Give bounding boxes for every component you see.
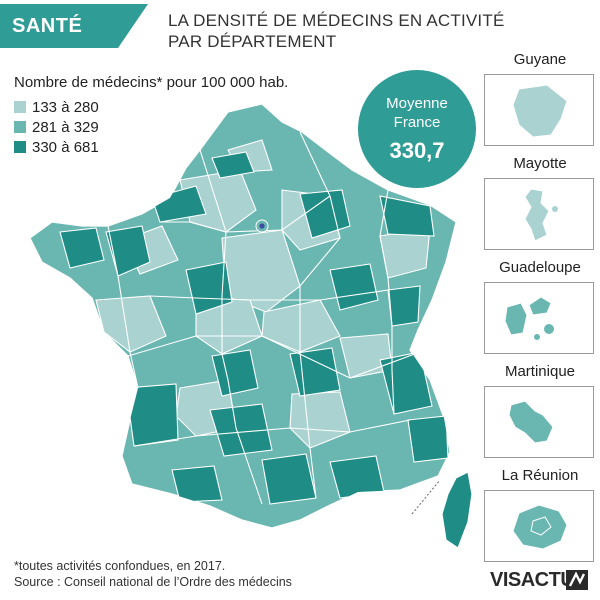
logo-mark-icon [566, 570, 588, 590]
overseas-guadeloupe: Guadeloupe [482, 258, 598, 354]
france-map [29, 103, 473, 549]
reunion-shape [512, 504, 568, 550]
department-zone [59, 227, 105, 269]
category-tag-notch [118, 4, 148, 48]
overseas-frame [484, 178, 594, 250]
department-zone [289, 347, 341, 397]
department-zone [387, 285, 421, 327]
footnote-line-1: *toutes activités confondues, en 2017. [14, 559, 226, 573]
title-line-2: PAR DÉPARTEMENT [168, 32, 337, 51]
legend-swatch-mid [14, 121, 26, 133]
legend-item-low: 133 à 280 [14, 97, 288, 117]
legend-item-mid: 281 à 329 [14, 117, 288, 137]
average-value: 330,7 [389, 138, 445, 163]
legend-swatch-low [14, 101, 26, 113]
overseas-name: Guyane [513, 51, 567, 68]
overseas-reunion: La Réunion [482, 466, 598, 562]
legend-title: Nombre de médecins* pour 100 000 hab. [14, 74, 289, 91]
average-label: Moyenne France [386, 95, 448, 131]
department-zone [209, 403, 273, 457]
logo-wordmark: VISACTU [490, 569, 575, 591]
category-tag: SANTÉ [0, 4, 118, 48]
overseas-frame [484, 282, 594, 354]
overseas-name: Mayotte [513, 155, 567, 172]
department-zone [125, 383, 179, 447]
guadeloupe-shape [504, 296, 554, 340]
department-zone [261, 299, 341, 353]
page-title: LA DENSITÉ DE MÉDECINS EN ACTIVITÉ PAR D… [168, 10, 588, 52]
overseas-martinique: Martinique [482, 362, 598, 458]
overseas-frame [484, 74, 594, 146]
average-bubble: Moyenne France 330,7 [358, 70, 476, 188]
mayotte-shape [524, 188, 558, 242]
department-zone [95, 295, 167, 353]
legend-label-high: 330 à 681 [32, 138, 99, 156]
department-zone [329, 263, 379, 311]
legend-swatch-high [14, 141, 26, 153]
brand-logo: VISACTU [490, 566, 590, 594]
martinique-shape [508, 400, 554, 444]
department-zone [379, 195, 435, 237]
department-zone [289, 391, 351, 449]
legend-label-mid: 281 à 329 [32, 118, 99, 136]
corsica-island [441, 471, 473, 549]
source-line: Source : Conseil national de l’Ordre des… [14, 575, 292, 589]
guyane-shape [512, 84, 568, 138]
overseas-frame [484, 386, 594, 458]
department-zone [211, 151, 255, 179]
overseas-name: La Réunion [501, 467, 579, 484]
department-zone [105, 225, 151, 277]
map-legend: Nombre de médecins* pour 100 000 hab. 13… [14, 74, 288, 157]
overseas-mayotte: Mayotte [482, 154, 598, 250]
department-zone [185, 261, 233, 315]
legend-item-high: 330 à 681 [14, 137, 288, 157]
title-line-1: LA DENSITÉ DE MÉDECINS EN ACTIVITÉ [168, 11, 505, 30]
overseas-name: Guadeloupe [499, 259, 581, 276]
legend-label-low: 133 à 280 [32, 98, 99, 116]
overseas-frame [484, 490, 594, 562]
footnote: *toutes activités confondues, en 2017. S… [14, 558, 292, 590]
overseas-name: Martinique [504, 363, 576, 380]
department-zone [171, 465, 223, 503]
department-zone [407, 415, 449, 463]
paris-center [259, 223, 265, 229]
header-banner: SANTÉ LA DENSITÉ DE MÉDECINS EN ACTIVITÉ… [0, 0, 600, 62]
overseas-guyane: Guyane [482, 50, 598, 146]
corsica-inset-line [411, 479, 441, 515]
department-zone [261, 453, 317, 505]
